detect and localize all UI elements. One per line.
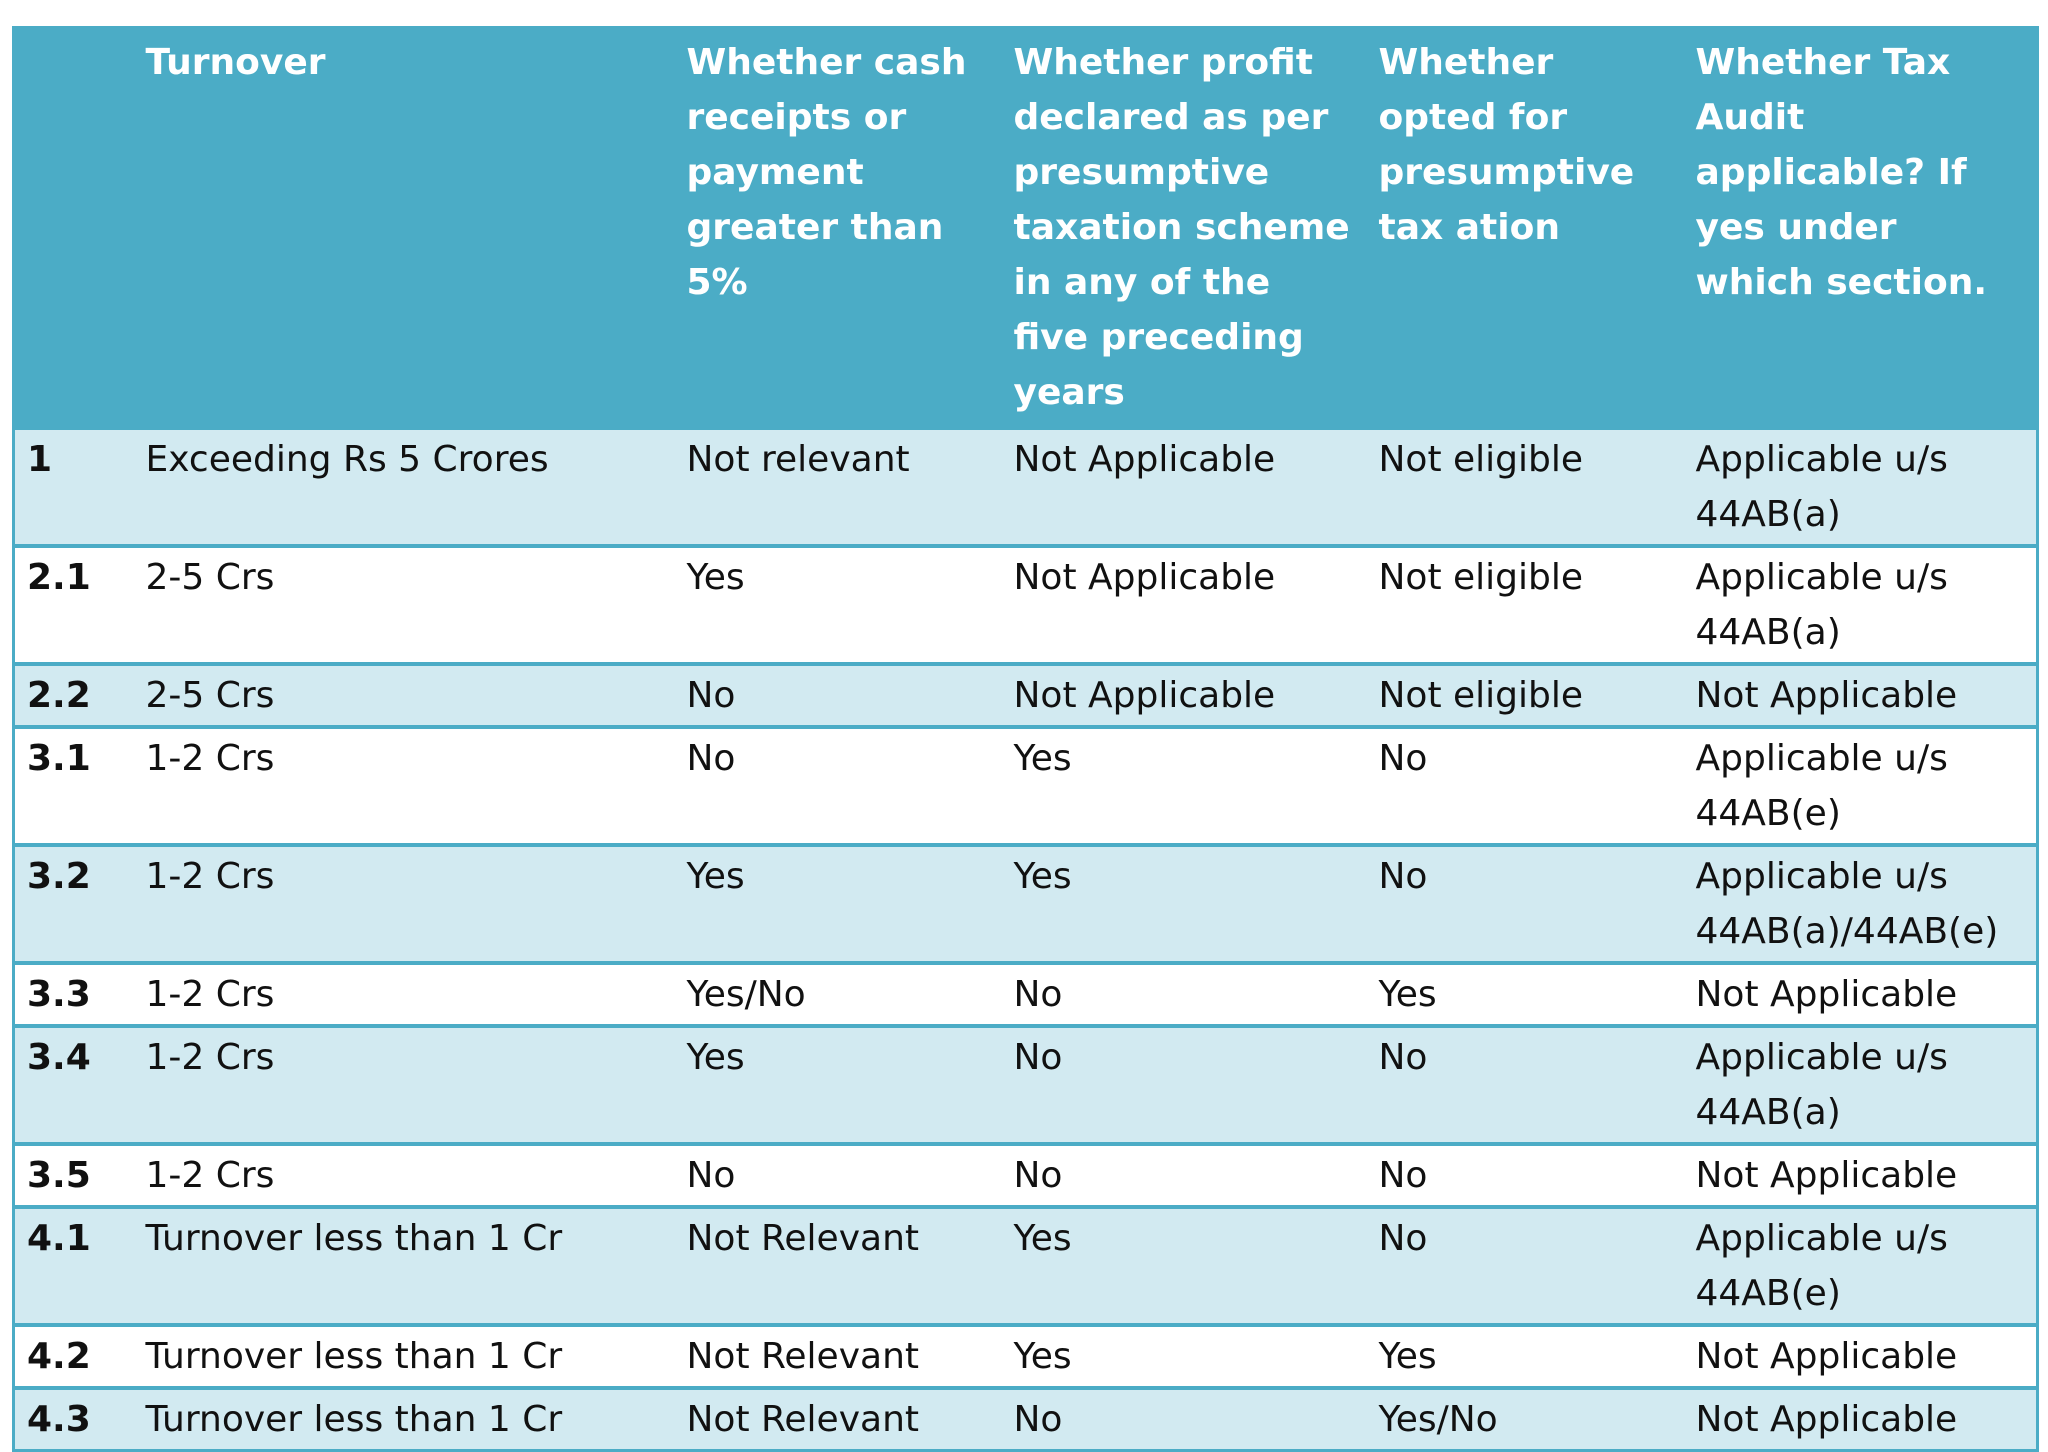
audit-cell: Not Applicable	[1683, 1142, 2038, 1207]
turnover-cell: 1-2 Crs	[133, 843, 675, 963]
audit-cell: Not Applicable	[1683, 662, 2038, 727]
cash-cell: Yes	[674, 1024, 1002, 1144]
row-number: 4.2	[13, 1323, 134, 1388]
opted-cell: No	[1366, 843, 1684, 963]
profit-cell: No	[1001, 1024, 1367, 1144]
opted-cell: Not eligible	[1366, 426, 1684, 546]
row-number: 3.1	[13, 725, 134, 845]
row-number: 3.2	[13, 843, 134, 963]
header-number	[13, 27, 134, 428]
audit-cell: Applicable u/s 44AB(e)	[1683, 1205, 2038, 1325]
table-header-row: Turnover Whether cash receipts or paymen…	[13, 27, 2038, 428]
turnover-cell: 1-2 Crs	[133, 961, 675, 1026]
opted-cell: Yes	[1366, 1323, 1684, 1388]
turnover-cell: Turnover less than 1 Cr	[133, 1205, 675, 1325]
cash-cell: Yes	[674, 544, 1002, 664]
row-number: 2.2	[13, 662, 134, 727]
profit-cell: Not Applicable	[1001, 426, 1367, 546]
turnover-cell: 2-5 Crs	[133, 662, 675, 727]
table-row: 1 Exceeding Rs 5 Crores Not relevant Not…	[13, 426, 2038, 546]
audit-cell: Not Applicable	[1683, 1323, 2038, 1388]
turnover-cell: 1-2 Crs	[133, 1142, 675, 1207]
opted-cell: Not eligible	[1366, 544, 1684, 664]
tax-audit-table: Turnover Whether cash receipts or paymen…	[12, 26, 2039, 1452]
profit-cell: Yes	[1001, 725, 1367, 845]
row-number: 1	[13, 426, 134, 546]
profit-cell: No	[1001, 1386, 1367, 1451]
row-number: 2.1	[13, 544, 134, 664]
audit-cell: Applicable u/s 44AB(a)	[1683, 1024, 2038, 1144]
table-row: 2.1 2-5 Crs Yes Not Applicable Not eligi…	[13, 544, 2038, 664]
cash-cell: Not Relevant	[674, 1205, 1002, 1325]
turnover-cell: 2-5 Crs	[133, 544, 675, 664]
profit-cell: No	[1001, 961, 1367, 1026]
table-row: 4.3 Turnover less than 1 Cr Not Relevant…	[13, 1386, 2038, 1451]
audit-cell: Not Applicable	[1683, 961, 2038, 1026]
row-number: 3.5	[13, 1142, 134, 1207]
profit-cell: Not Applicable	[1001, 662, 1367, 727]
header-cash-receipts: Whether cash receipts or payment greater…	[674, 27, 1002, 428]
cash-cell: Not relevant	[674, 426, 1002, 546]
opted-cell: Yes/No	[1366, 1386, 1684, 1451]
opted-cell: No	[1366, 725, 1684, 845]
cash-cell: Yes	[674, 843, 1002, 963]
audit-cell: Applicable u/s 44AB(e)	[1683, 725, 2038, 845]
turnover-cell: 1-2 Crs	[133, 725, 675, 845]
opted-cell: Not eligible	[1366, 662, 1684, 727]
row-number: 4.1	[13, 1205, 134, 1325]
table-row: 2.2 2-5 Crs No Not Applicable Not eligib…	[13, 662, 2038, 727]
profit-cell: Yes	[1001, 1323, 1367, 1388]
opted-cell: No	[1366, 1142, 1684, 1207]
cash-cell: Yes/No	[674, 961, 1002, 1026]
profit-cell: Yes	[1001, 1205, 1367, 1325]
profit-cell: No	[1001, 1142, 1367, 1207]
header-opted-presumptive: Whether opted for presumptive tax ation	[1366, 27, 1684, 428]
table-row: 4.2 Turnover less than 1 Cr Not Relevant…	[13, 1323, 2038, 1388]
audit-cell: Applicable u/s 44AB(a)/44AB(e)	[1683, 843, 2038, 963]
profit-cell: Not Applicable	[1001, 544, 1367, 664]
header-turnover: Turnover	[133, 27, 675, 428]
header-profit-declared: Whether profit declared as per presumpti…	[1001, 27, 1367, 428]
turnover-cell: 1-2 Crs	[133, 1024, 675, 1144]
table-row: 3.5 1-2 Crs No No No Not Applicable	[13, 1142, 2038, 1207]
turnover-cell: Turnover less than 1 Cr	[133, 1323, 675, 1388]
table-row: 3.4 1-2 Crs Yes No No Applicable u/s 44A…	[13, 1024, 2038, 1144]
table-row: 3.2 1-2 Crs Yes Yes No Applicable u/s 44…	[13, 843, 2038, 963]
row-number: 3.3	[13, 961, 134, 1026]
audit-cell: Not Applicable	[1683, 1386, 2038, 1451]
profit-cell: Yes	[1001, 843, 1367, 963]
opted-cell: Yes	[1366, 961, 1684, 1026]
cash-cell: Not Relevant	[674, 1386, 1002, 1451]
row-number: 4.3	[13, 1386, 134, 1451]
opted-cell: No	[1366, 1205, 1684, 1325]
turnover-cell: Turnover less than 1 Cr	[133, 1386, 675, 1451]
table-row: 3.1 1-2 Crs No Yes No Applicable u/s 44A…	[13, 725, 2038, 845]
header-tax-audit: Whether Tax Audit applicable? If yes und…	[1683, 27, 2038, 428]
cash-cell: No	[674, 725, 1002, 845]
audit-cell: Applicable u/s 44AB(a)	[1683, 426, 2038, 546]
opted-cell: No	[1366, 1024, 1684, 1144]
table-row: 3.3 1-2 Crs Yes/No No Yes Not Applicable	[13, 961, 2038, 1026]
row-number: 3.4	[13, 1024, 134, 1144]
turnover-cell: Exceeding Rs 5 Crores	[133, 426, 675, 546]
cash-cell: No	[674, 662, 1002, 727]
audit-cell: Applicable u/s 44AB(a)	[1683, 544, 2038, 664]
cash-cell: No	[674, 1142, 1002, 1207]
table-row: 4.1 Turnover less than 1 Cr Not Relevant…	[13, 1205, 2038, 1325]
cash-cell: Not Relevant	[674, 1323, 1002, 1388]
